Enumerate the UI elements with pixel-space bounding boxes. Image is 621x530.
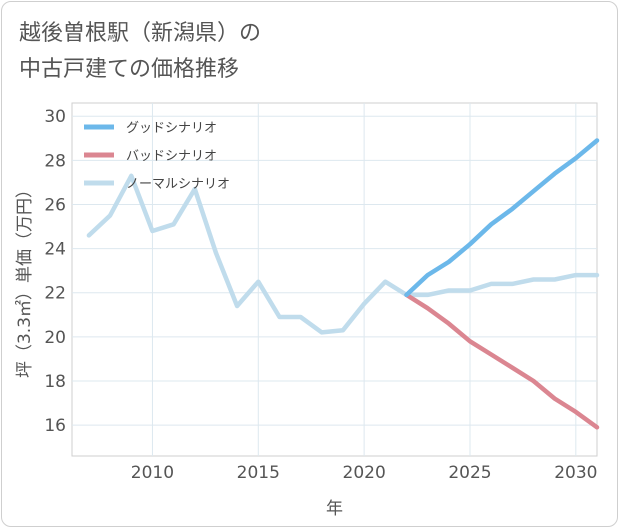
series-line-3	[86, 173, 600, 335]
y-tick-label: 16	[44, 416, 66, 436]
y-tick-label: 30	[44, 107, 66, 127]
chart-title-line-2: 中古戸建ての価格推移	[19, 57, 240, 82]
plot-area	[71, 102, 598, 457]
chart-title: 越後曽根駅（新潟県）の 中古戸建ての価格推移	[19, 16, 539, 88]
series-line-2	[404, 292, 600, 430]
y-tick-label: 20	[44, 328, 66, 348]
x-tick-label: 2010	[131, 463, 174, 483]
y-tick-label: 24	[44, 240, 66, 260]
chart-title-line-1: 越後曽根駅（新潟県）の	[19, 21, 262, 46]
y-tick-label: 28	[44, 151, 66, 171]
y-tick-label: 18	[44, 372, 66, 392]
series-line-1	[404, 138, 600, 298]
x-tick-label: 2015	[237, 463, 280, 483]
x-tick-label: 2030	[554, 463, 597, 483]
legend-label: グッドシナリオ	[126, 121, 217, 136]
x-tick-label: 2020	[343, 463, 386, 483]
legend-label: バッドシナリオ	[126, 149, 217, 164]
legend-label: ノーマルシナリオ	[126, 177, 230, 192]
series-lines	[86, 138, 600, 430]
y-tick-label: 26	[44, 195, 66, 215]
x-tick-label: 2025	[448, 463, 491, 483]
y-axis-label: 坪（3.3㎡）単価（万円）	[15, 181, 35, 378]
tick-labels: 16 18 20 22 24 26 28 30 2010 2015 2020 2025 2030	[44, 107, 597, 483]
y-tick-label: 22	[44, 284, 66, 304]
x-axis-label: 年	[326, 499, 343, 519]
grid	[71, 102, 598, 457]
